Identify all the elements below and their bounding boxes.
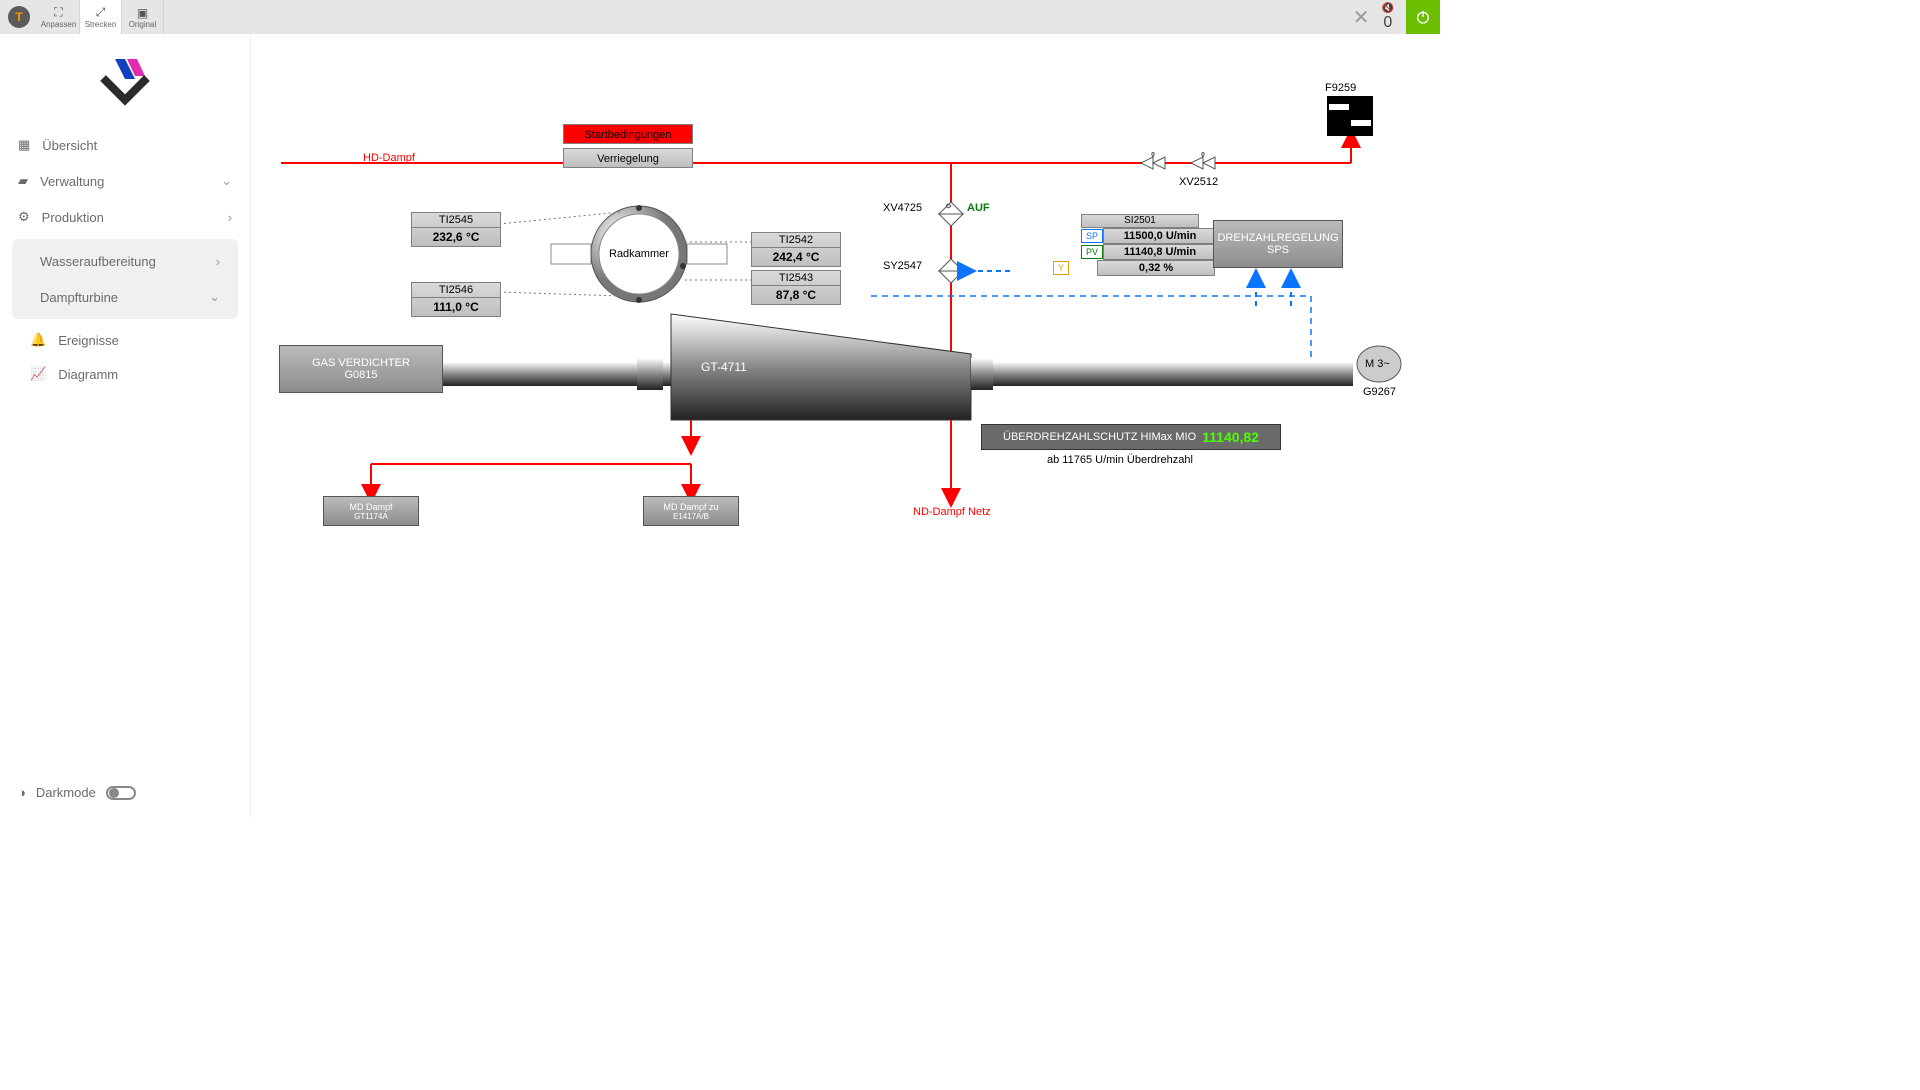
grid-icon: ▦ [18,137,30,153]
radkammer-label: Radkammer [609,248,669,260]
nav-label: Produktion [42,210,104,225]
xv4725-label: XV4725 [883,202,922,214]
sy2547-label: SY2547 [883,260,922,272]
pv-tag: PV [1081,245,1103,259]
nav-overview[interactable]: ▦ Übersicht [0,127,250,163]
readout-ti2546[interactable]: TI2546 111,0 °C [411,282,501,317]
title: MD Dampf [349,502,392,512]
nav-label: Ereignisse [58,333,119,348]
chart-icon: 📈 [30,366,46,382]
toggle-switch[interactable] [106,786,136,800]
gt-label: GT-4711 [701,360,747,374]
tag: TI2543 [752,271,840,286]
tab-label: Strecken [85,20,117,29]
nav-label: Übersicht [42,138,97,153]
sub: E1417A/B [673,512,709,521]
chevron-right-icon: › [216,254,220,269]
chevron-down-icon: ⌄ [209,289,220,305]
tab-label: Original [129,20,157,29]
sub: SPS [1267,244,1289,256]
title: ÜBERDREHZAHLSCHUTZ HIMax MIO [1003,431,1196,443]
darkmode-toggle[interactable]: ◑ Darkmode [18,785,136,800]
tab-original[interactable]: ▣Original [122,0,164,34]
sub: GT1174A [354,512,388,521]
md-dampf-1[interactable]: MD Dampf GT1174A [323,496,419,526]
brightness-icon: ◑ [18,785,26,800]
y-tag: Y [1053,261,1069,275]
tab-anpassen[interactable]: ⛶Anpassen [38,0,80,34]
title: GAS VERDICHTER [312,357,410,369]
tab-strecken[interactable]: ⤢Strecken [80,0,122,34]
gear-icon: ⚙ [18,209,30,225]
title: MD Dampf zu [663,502,718,512]
tag: TI2545 [412,213,500,228]
nav-production[interactable]: ⚙ Produktion › [0,199,250,235]
value: 11140,82 [1202,429,1259,445]
tag: TI2542 [752,233,840,248]
xv2512-label: XV2512 [1179,176,1218,188]
nav-subgroup: Wasseraufbereitung › Dampfturbine ⌄ [12,239,238,319]
darkmode-label: Darkmode [36,785,96,800]
logo [95,54,155,109]
readout-ti2543[interactable]: TI2543 87,8 °C [751,270,841,305]
value: 111,0 °C [412,298,500,316]
tab-label: Anpassen [41,20,77,29]
counter-value: 0 [1383,14,1392,32]
readout-ti2545[interactable]: TI2545 232,6 °C [411,212,501,247]
y-value: 0,32 % [1097,260,1215,276]
gas-compressor-block[interactable]: GAS VERDICHTER G0815 [279,345,443,393]
chevron-down-icon: ⌄ [221,173,232,189]
nav-label: Diagramm [58,367,118,382]
nav-label: Dampfturbine [40,290,118,305]
si2501-tag: SI2501 [1081,214,1199,228]
auf-status: AUF [967,202,990,214]
topbar: T ⛶Anpassen ⤢Strecken ▣Original ✕ 🔇 0 [0,0,1440,34]
bell-icon: 🔔 [30,332,46,348]
chevron-right-icon: › [228,210,232,225]
tag: TI2546 [412,283,500,298]
g9267-label: G9267 [1363,386,1396,398]
drehzahl-block[interactable]: DREHZAHLREGELUNG SPS [1213,220,1343,268]
hd-dampf-label: HD-Dampf [363,152,415,164]
app-icon[interactable]: T [8,6,30,28]
mute-icon: 🔇 [1382,3,1394,14]
power-button[interactable] [1406,0,1440,34]
overspeed-sub: ab 11765 U/min Überdrehzahl [1047,454,1193,466]
sub: G0815 [344,369,377,381]
nav-water[interactable]: Wasseraufbereitung › [12,243,238,279]
hmi-canvas: HD-Dampf Startbedingungen Verriegelung F… [250,34,1440,818]
motor-label: M 3~ [1365,358,1390,370]
value: 87,8 °C [752,286,840,304]
title: DREHZAHLREGELUNG [1217,232,1338,244]
sidebar: ▦ Übersicht ▰ Verwaltung ⌄ ⚙ Produktion … [0,34,250,818]
folder-icon: ▰ [18,173,28,189]
close-icon[interactable]: ✕ [1353,5,1370,30]
nav-events[interactable]: 🔔 Ereignisse [0,323,250,357]
si2501-block[interactable]: SI2501 SP11500,0 U/min PV11140,8 U/min Y… [1081,214,1217,276]
f9259-label: F9259 [1325,82,1356,94]
value: 232,6 °C [412,228,500,246]
start-conditions-button[interactable]: Startbedingungen [563,124,693,144]
readout-ti2542[interactable]: TI2542 242,4 °C [751,232,841,267]
value: 242,4 °C [752,248,840,266]
interlock-button[interactable]: Verriegelung [563,148,693,168]
nav-label: Wasseraufbereitung [40,254,156,269]
overspeed-block[interactable]: ÜBERDREHZAHLSCHUTZ HIMax MIO 11140,82 [981,424,1281,450]
nav-turbine[interactable]: Dampfturbine ⌄ [12,279,238,315]
nd-dampf-label: ND-Dampf Netz [913,506,991,518]
pv-value: 11140,8 U/min [1103,244,1217,260]
md-dampf-2[interactable]: MD Dampf zu E1417A/B [643,496,739,526]
sp-tag: SP [1081,229,1103,243]
nav-label: Verwaltung [40,174,104,189]
nav-admin[interactable]: ▰ Verwaltung ⌄ [0,163,250,199]
alarm-counter: 🔇 0 [1382,3,1394,32]
nav-diagram[interactable]: 📈 Diagramm [0,357,250,391]
sp-value: 11500,0 U/min [1103,228,1217,244]
